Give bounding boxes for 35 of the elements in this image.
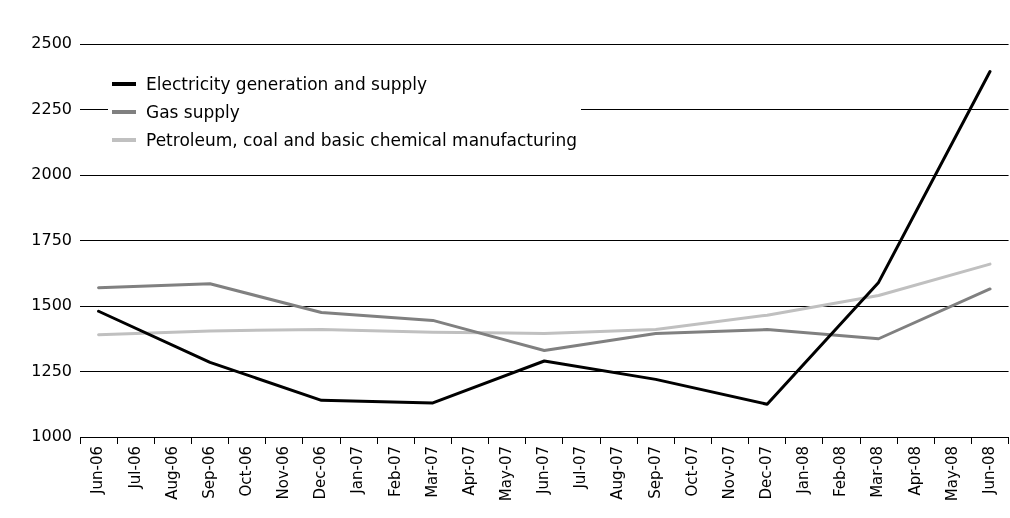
x-tick-label: Jun-07 [534,446,553,495]
x-tick-label: Apr-08 [905,446,924,496]
x-tick-label: Sep-07 [645,446,664,499]
x-tick-label: Mar-07 [422,446,441,498]
x-tick-label: Jun-06 [88,446,107,495]
x-tick-label: Jan-07 [348,446,367,495]
x-tick-label: Sep-06 [199,446,218,499]
legend-label: Electricity generation and supply [146,74,428,94]
x-tick-label: May-08 [942,446,961,502]
x-tick-label: Nov-06 [274,446,293,500]
y-tick-label: 2250 [31,98,72,118]
x-tick-label: Nov-07 [719,446,738,500]
x-tick-label: May-07 [497,446,516,502]
x-tick-label: Dec-06 [311,446,330,500]
y-tick-label: 1000 [31,426,72,446]
x-tick-label: Jan-08 [794,446,813,495]
legend-label: Gas supply [146,102,240,122]
x-tick-label: Oct-06 [237,446,256,497]
y-tick-label: 2500 [31,33,72,53]
x-tick-label: Apr-07 [459,446,478,496]
x-tick-label: Mar-08 [868,446,887,498]
x-tick-label: Aug-06 [162,446,181,500]
x-tick-label: Jul-07 [571,446,590,490]
x-tick-label: Jul-06 [125,446,144,490]
x-tick-label: Feb-08 [831,446,850,498]
y-tick-label: 2000 [31,164,72,184]
y-tick-label: 1750 [31,229,72,249]
y-tick-label: 1500 [31,295,72,315]
x-tick-label: Feb-07 [385,446,404,498]
y-tick-label: 1250 [31,360,72,380]
x-tick-label: Jun-08 [979,446,998,495]
x-tick-label: Aug-07 [608,446,627,500]
x-tick-label: Dec-07 [757,446,776,500]
x-tick-label: Oct-07 [682,446,701,497]
legend-label: Petroleum, coal and basic chemical manufacturing [146,130,578,150]
